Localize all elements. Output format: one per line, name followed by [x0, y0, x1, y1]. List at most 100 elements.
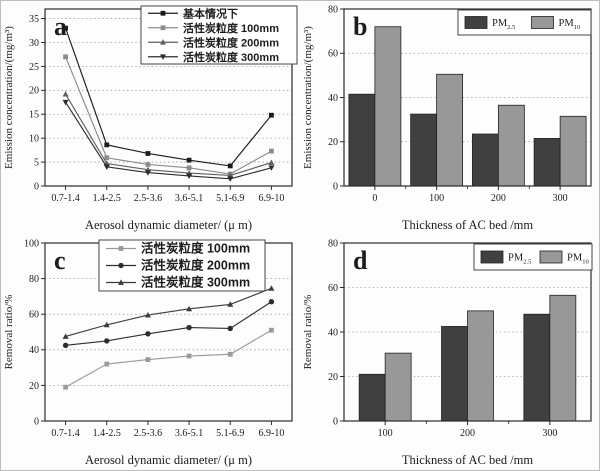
y-tick-label: 100 — [24, 238, 39, 249]
marker-triangle-up — [103, 321, 110, 328]
legend-label: 活性炭粒度 200mm — [141, 258, 250, 273]
y-tick-label: 20 — [29, 86, 39, 97]
marker-square — [160, 10, 166, 16]
y-tick-label: 0 — [333, 181, 338, 192]
bar — [533, 138, 561, 187]
line-series-a-3 — [62, 99, 275, 182]
x-tick-label: 0.7-1.4 — [51, 428, 79, 439]
line-series-a-2 — [62, 91, 275, 178]
y-tick-label: 80 — [328, 238, 338, 249]
chart-c-removal-vs-diameter: 0 20 40 60 80 100 0.7-1.4 1.4-2.5 2.5-3.6 3.6-5.1… — [3, 238, 293, 467]
x-tick-label: 1.4-2.5 — [93, 428, 121, 439]
marker-triangle-up — [62, 333, 69, 339]
x-axis-title: Thickness of AC bed /mm — [402, 218, 534, 232]
x-axis-c: 0.7-1.4 1.4-2.5 2.5-3.6 3.6-5.1 5.1-6.9 6.9-1… — [51, 421, 284, 439]
legend-d: PM2.5 PM10 — [473, 243, 593, 271]
marker-triangle-up — [227, 301, 234, 307]
line-series-c-2 — [62, 285, 275, 339]
y-tick-label: 60 — [29, 310, 39, 321]
x-tick-label: 200 — [491, 193, 506, 204]
x-axis-title: Thickness of AC bed /mm — [402, 453, 534, 467]
legend-label: 活性炭粒度 100mm — [183, 21, 279, 35]
marker-circle — [268, 299, 275, 305]
bar-series-d-1 — [384, 294, 577, 422]
chart-b: 0 20 40 60 80 0 100 200 300 b Thickness of AC bed … — [302, 4, 592, 232]
line-series-c-0 — [63, 327, 274, 390]
marker-triangle-up — [268, 159, 275, 165]
legend-label: 基本情况下 — [182, 6, 238, 20]
marker-triangle-up — [118, 279, 124, 285]
y-axis-title: Emission concentration/(mg/m³) — [302, 26, 314, 169]
legend-label: 活性炭粒度 300mm — [141, 275, 250, 290]
bar — [523, 313, 551, 422]
marker-triangle-down — [227, 176, 234, 182]
marker-triangle-up — [144, 311, 151, 318]
x-tick-label: 3.6-5.1 — [175, 428, 203, 439]
legend-swatch — [480, 250, 504, 264]
x-axis-a: 0.7-1.4 1.4-2.5 2.5-3.6 3.6-5.1 5.1-6.9 6.9-1… — [51, 186, 284, 204]
marker-triangle-up — [160, 39, 166, 45]
legend-label: 活性炭粒度 300mm — [183, 50, 279, 64]
bar — [410, 113, 438, 187]
marker-square — [104, 361, 110, 367]
x-tick-label: 1.4-2.5 — [93, 193, 121, 204]
marker-square — [227, 163, 233, 169]
legend-c: 活性炭粒度 100mm 活性炭粒度 200mm 活性炭粒度 300mm — [98, 239, 266, 292]
marker-square — [269, 148, 274, 154]
y-tick-label: 0 — [34, 181, 39, 192]
panel-letter-a: a — [54, 12, 67, 41]
marker-triangle-down — [62, 99, 69, 106]
marker-circle — [104, 338, 110, 344]
marker-triangle-down — [144, 170, 151, 176]
y-axis-title: Emission concentration/(mg/m³) — [3, 26, 15, 169]
x-tick-label: 300 — [542, 428, 557, 439]
marker-triangle-down — [103, 164, 110, 170]
marker-square — [63, 54, 68, 60]
panel-letter-c: c — [54, 246, 66, 275]
legend-swatch — [531, 16, 554, 29]
bar — [559, 115, 587, 187]
panel-letter-d: d — [353, 246, 368, 275]
marker-triangle-down — [160, 54, 166, 60]
y-tick-label: 40 — [29, 345, 39, 356]
y-tick-label: 20 — [29, 381, 39, 392]
line-series-a-1 — [63, 54, 274, 177]
plot-frame — [343, 242, 592, 422]
x-tick-label: 100 — [378, 428, 393, 439]
x-tick-label: 100 — [429, 193, 444, 204]
y-tick-label: 20 — [328, 137, 338, 148]
y-tick-label: 80 — [29, 274, 39, 285]
x-axis-b: 0 100 200 300 — [372, 186, 568, 204]
y-tick-label: 40 — [328, 327, 338, 338]
marker-square — [186, 353, 192, 359]
legend-label: 活性炭粒度 200mm — [183, 35, 279, 49]
y-tick-label: 60 — [328, 283, 338, 294]
bar — [384, 352, 412, 422]
bar — [441, 326, 468, 422]
bar — [467, 310, 494, 422]
x-tick-label: 5.1-6.9 — [216, 193, 244, 204]
legend-swatch — [539, 250, 563, 264]
marker-square — [160, 25, 166, 31]
marker-square — [269, 327, 274, 333]
y-axis-title: Removal ratio/% — [3, 295, 15, 370]
marker-square — [63, 384, 68, 390]
y-tick-label: 0 — [333, 416, 338, 427]
y-tick-label: 60 — [328, 49, 338, 60]
marker-square — [145, 151, 151, 156]
marker-circle — [227, 325, 233, 332]
marker-square — [118, 246, 124, 251]
chart-a-emission-vs-diameter: 0 5 10 15 20 25 30 35 0.7-1.4 1.4-2.5 2.5-3.6 3.6-5… — [3, 5, 298, 232]
chart-d: 0 20 40 60 80 100 200 300 d Thickness of AC bed /… — [302, 238, 593, 467]
y-tick-label: 5 — [34, 157, 39, 168]
x-tick-label: 2.5-3.6 — [134, 428, 162, 439]
y-axis-title: Removal ratio/% — [302, 295, 314, 370]
marker-square — [227, 351, 233, 357]
x-axis-title: Aerosol dynamic diameter/ (μ m) — [85, 453, 252, 467]
bar-series-b-1 — [374, 26, 587, 187]
marker-triangle-up — [62, 91, 69, 97]
plot-frame — [343, 8, 592, 187]
legend-label: 活性炭粒度 100mm — [141, 241, 250, 256]
chart-a: 0 5 10 15 20 25 30 35 0.7-1.4 1.4-2.5 2.5-3.6 3.6-5… — [3, 5, 298, 232]
